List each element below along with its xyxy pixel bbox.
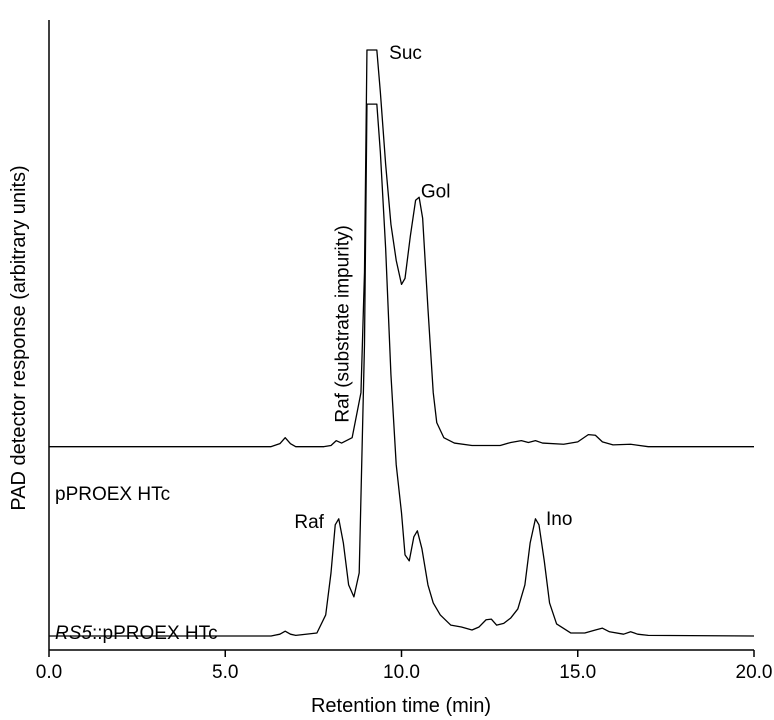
x-tick-label-3: 15.0 — [559, 662, 596, 683]
axes — [48, 20, 754, 651]
trace-label-rs5: RS5::pPROEX HTc — [55, 623, 218, 644]
peak-label-4: Ino — [546, 509, 572, 530]
x-tick-label-0: 0.0 — [36, 662, 62, 683]
x-axis-label: Retention time (min) — [311, 695, 491, 717]
trace-label-pproex-text: pPROEX HTc — [55, 484, 170, 505]
peak-label-2: Raf (substrate impurity) — [333, 225, 354, 422]
peak-label-3: Raf — [294, 512, 324, 533]
trace-label-rs5-italic: RS5 — [55, 623, 92, 644]
x-ticks: 0.0 5.0 10.0 15.0 20.0 — [36, 650, 773, 683]
trace-line-1 — [49, 103, 755, 637]
peak-annotations: Suc Gol Raf (substrate impurity) Raf Ino — [294, 43, 572, 533]
x-tick-label-2: 10.0 — [383, 662, 420, 683]
trace-line-0 — [49, 49, 754, 448]
peak-label-1: Gol — [421, 181, 451, 202]
traces — [49, 49, 755, 637]
x-tick-label-4: 20.0 — [736, 662, 773, 683]
trace-label-pproex: pPROEX HTc — [55, 484, 170, 505]
trace-label-rs5-text: ::pPROEX HTc — [92, 623, 218, 644]
peak-label-0: Suc — [389, 43, 422, 64]
y-axis-label: PAD detector response (arbitrary units) — [8, 165, 30, 510]
x-tick-label-1: 5.0 — [212, 662, 238, 683]
trace-labels: pPROEX HTc RS5::pPROEX HTc — [55, 484, 218, 644]
